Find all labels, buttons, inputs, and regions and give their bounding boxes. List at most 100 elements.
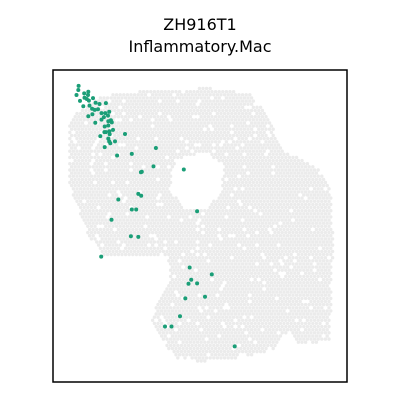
background-spot xyxy=(127,183,131,188)
background-spot xyxy=(134,108,139,113)
background-spot xyxy=(307,296,311,301)
background-spot xyxy=(215,230,220,235)
background-spot xyxy=(98,121,103,125)
background-spot xyxy=(111,93,115,97)
background-spot xyxy=(307,321,311,326)
background-spot xyxy=(170,165,175,169)
background-spot xyxy=(257,340,261,344)
background-spot xyxy=(298,212,302,216)
background-spot xyxy=(114,193,119,197)
background-spot xyxy=(118,187,122,191)
background-spot xyxy=(158,105,162,110)
background-spot xyxy=(174,115,178,119)
background-spot xyxy=(251,99,256,103)
background-spot xyxy=(82,218,86,222)
background-spot xyxy=(253,177,257,182)
background-spot xyxy=(293,158,297,163)
background-spot xyxy=(262,268,266,272)
background-spot xyxy=(163,90,167,94)
data-point xyxy=(92,107,97,112)
background-spot xyxy=(118,130,122,135)
background-spot xyxy=(186,299,191,304)
background-spot xyxy=(179,318,184,322)
background-spot xyxy=(140,199,144,203)
background-spot xyxy=(316,174,320,178)
background-spot xyxy=(102,96,106,100)
background-spot xyxy=(203,234,207,238)
background-spot xyxy=(141,90,146,94)
background-spot xyxy=(86,118,90,122)
background-spot xyxy=(86,218,90,222)
background-spot xyxy=(287,243,292,247)
background-spot xyxy=(163,146,167,150)
background-spot xyxy=(149,227,153,232)
background-spot xyxy=(285,152,290,156)
background-spot xyxy=(314,227,319,232)
background-spot xyxy=(143,162,148,166)
background-spot xyxy=(275,227,279,232)
background-spot xyxy=(291,212,295,216)
background-spot xyxy=(311,183,315,188)
background-spot xyxy=(86,162,90,166)
background-spot xyxy=(183,105,187,110)
background-spot xyxy=(249,115,254,119)
background-spot xyxy=(264,121,268,125)
background-spot xyxy=(240,262,245,266)
background-spot xyxy=(159,209,164,213)
background-spot xyxy=(201,105,205,110)
background-spot xyxy=(262,224,266,228)
background-spot xyxy=(298,274,302,279)
background-spot xyxy=(96,143,101,147)
background-spot xyxy=(282,296,286,301)
background-spot xyxy=(266,174,270,178)
background-spot xyxy=(258,168,263,172)
background-spot xyxy=(327,218,331,222)
background-spot xyxy=(329,290,333,294)
background-spot xyxy=(302,274,306,279)
background-spot xyxy=(113,246,117,250)
background-spot xyxy=(221,271,225,275)
background-spot xyxy=(300,252,304,257)
background-spot xyxy=(278,177,283,182)
background-spot xyxy=(235,133,239,138)
background-spot xyxy=(192,140,196,144)
background-spot xyxy=(305,168,310,172)
background-spot xyxy=(105,202,110,207)
background-spot xyxy=(129,180,133,185)
background-spot xyxy=(86,199,90,203)
background-spot xyxy=(246,127,250,131)
background-spot xyxy=(199,90,203,94)
background-spot xyxy=(282,277,286,282)
background-spot xyxy=(104,199,108,203)
background-spot xyxy=(219,193,223,197)
background-spot xyxy=(107,180,112,185)
background-spot xyxy=(302,193,306,197)
background-spot xyxy=(172,268,176,272)
background-spot xyxy=(170,246,175,250)
background-spot xyxy=(303,277,308,282)
background-spot xyxy=(100,168,104,172)
background-spot xyxy=(294,274,299,279)
background-spot xyxy=(257,334,261,338)
background-spot xyxy=(87,177,92,182)
background-spot xyxy=(181,115,185,119)
background-spot xyxy=(244,324,248,329)
background-spot xyxy=(237,180,241,185)
background-spot xyxy=(123,171,128,175)
background-spot xyxy=(122,162,126,166)
background-spot xyxy=(226,299,230,304)
background-spot xyxy=(230,243,234,247)
background-spot xyxy=(134,140,139,144)
background-spot xyxy=(91,221,95,225)
background-spot xyxy=(271,340,275,344)
background-spot xyxy=(163,290,167,294)
background-spot xyxy=(122,193,126,197)
background-spot xyxy=(111,124,115,128)
background-spot xyxy=(98,171,103,175)
background-spot xyxy=(221,334,225,338)
background-spot xyxy=(131,165,135,169)
background-spot xyxy=(228,309,232,313)
background-spot xyxy=(212,312,216,316)
background-spot xyxy=(231,133,236,138)
background-spot xyxy=(96,218,101,222)
